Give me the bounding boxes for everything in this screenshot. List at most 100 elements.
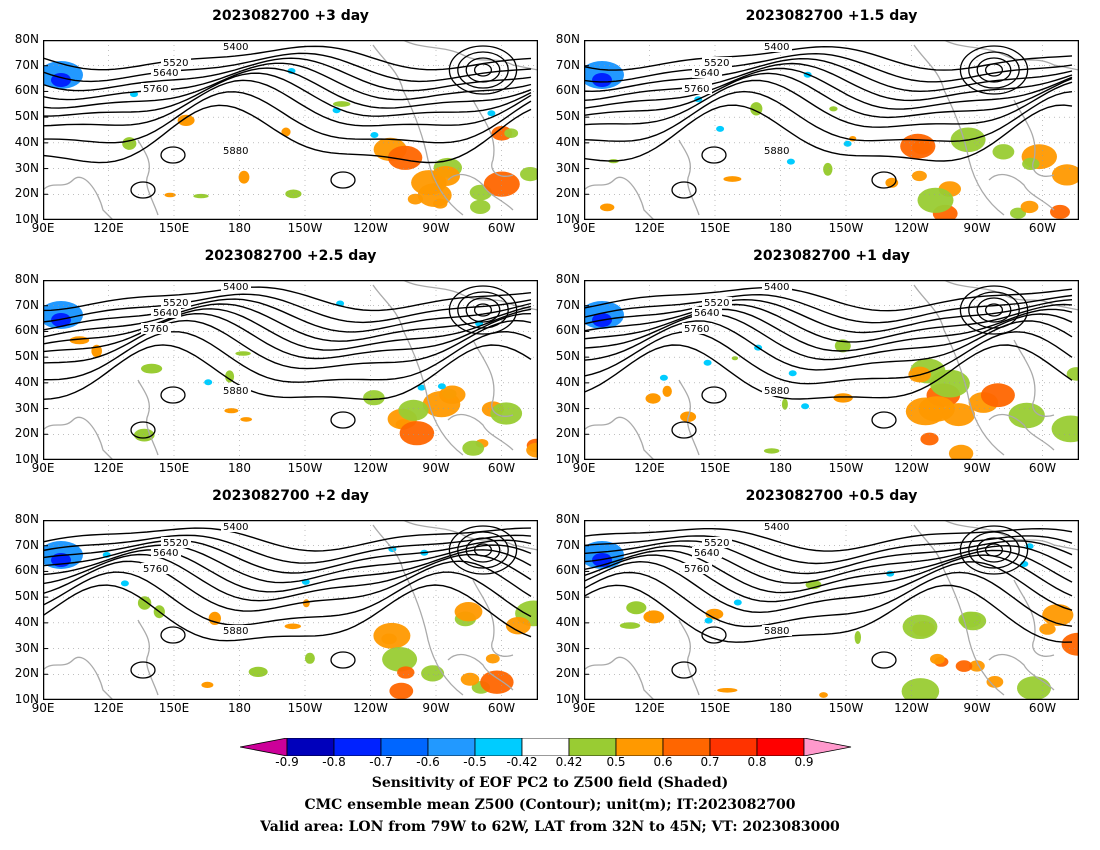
contour-label: 5400 [764,42,789,53]
z500-closed-contour [671,181,697,199]
colorbar-arrow-right [803,738,852,756]
z500-closed-contour [984,543,1004,557]
z500-contour [584,320,1073,371]
z500-contour [43,286,532,312]
sensitivity-patch [224,408,239,414]
contour-label: 5640 [694,68,719,79]
coastline [447,173,514,211]
lon-label: 90E [572,461,596,475]
contour-label: 5760 [684,564,709,575]
z500-closed-contour [448,285,518,335]
contour-label: 5520 [704,58,729,69]
sensitivity-patch [462,440,485,456]
z500-contour [584,535,1073,565]
sensitivity-patch [662,385,672,397]
colorbar-segment [568,738,617,756]
colorbar-tick-label: 0.42 [555,755,583,769]
lon-label: 120E [93,221,124,235]
lat-label: 20N [555,426,580,441]
sensitivity-patch [1039,623,1056,635]
sensitivity-patch [235,351,251,356]
lat-label: 50N [555,349,580,364]
lon-label: 150E [158,221,190,235]
z500-closed-contour [473,543,493,557]
sensitivity-patch [284,623,301,630]
coastline [988,413,1055,451]
z500-closed-contour [130,181,156,199]
sensitivity-patch [980,383,1015,408]
sensitivity-patch [834,339,851,353]
z500-contour [43,67,532,109]
z500-contour [43,52,532,83]
z500-closed-contour [330,411,356,429]
coastline [678,379,700,456]
z500-contour [43,584,532,642]
sensitivity-patch [723,176,742,182]
sensitivity-patch [381,633,397,645]
sensitivity-patch [389,682,414,700]
sensitivity-patch [1017,676,1051,700]
coastline [43,176,114,220]
sensitivity-patch [833,393,853,403]
sensitivity-patch [733,599,742,606]
coastline [402,520,538,551]
colorbar-segment [521,738,570,756]
z500-closed-contour [976,297,1012,323]
coastline [472,339,514,417]
panel-title: 2023082700 +1 day [753,248,910,264]
contour-label: 5640 [694,548,719,559]
sensitivity-patch [248,666,268,677]
lat-label: 20N [14,666,39,681]
z500-contour [584,560,1073,614]
sensitivity-patch [659,374,668,381]
sensitivity-patch [238,170,250,184]
colorbar-arrow-left [240,738,288,756]
lon-label: 180 [769,221,792,235]
lon-label: 150W [828,221,864,235]
lat-label: 60N [555,323,580,338]
sensitivity-patch [786,158,795,165]
sensitivity-patch [399,421,435,446]
contour-label: 5400 [223,522,248,533]
lat-label: 70N [555,537,580,552]
sensitivity-patch [387,145,423,170]
sensitivity-patch [204,379,213,386]
lon-label: 90W [422,461,450,475]
sensitivity-patch [460,672,480,686]
lon-label: 60W [1028,701,1057,715]
colorbar-tick-label: 0.6 [653,755,673,769]
coastline [137,619,159,696]
z500-closed-contour [976,57,1012,83]
colorbar-segment [286,738,335,756]
z500-contour [584,90,1073,143]
z500-closed-contour [465,297,501,323]
z500-contour [584,549,1073,594]
lat-label: 80N [14,32,39,46]
lat-label: 60N [555,83,580,98]
panel-title: 2023082700 +3 day [212,8,369,24]
sensitivity-patch [164,192,176,198]
z500-contour [584,540,1073,575]
z500-contour [584,303,1073,343]
lon-label: 180 [769,701,792,715]
lat-label: 10N [555,212,580,226]
coastline [678,619,700,696]
contour-label: 5760 [143,564,168,575]
z500-closed-contour [701,146,727,164]
z500-closed-contour [448,45,518,95]
coastline [913,44,1005,216]
sensitivity-patch [1061,632,1079,656]
contour-label: 5640 [153,548,178,559]
coastline [584,176,655,220]
z500-contour [584,79,1073,128]
panel-title: 2023082700 +2 day [212,488,369,504]
z500-contour [584,62,1073,102]
sensitivity-patch [829,106,838,112]
coastline [472,99,514,177]
lat-label: 20N [14,426,39,441]
colorbar-tick-label: 0.9 [794,755,814,769]
coastline [447,653,514,691]
z500-contour [43,319,532,370]
